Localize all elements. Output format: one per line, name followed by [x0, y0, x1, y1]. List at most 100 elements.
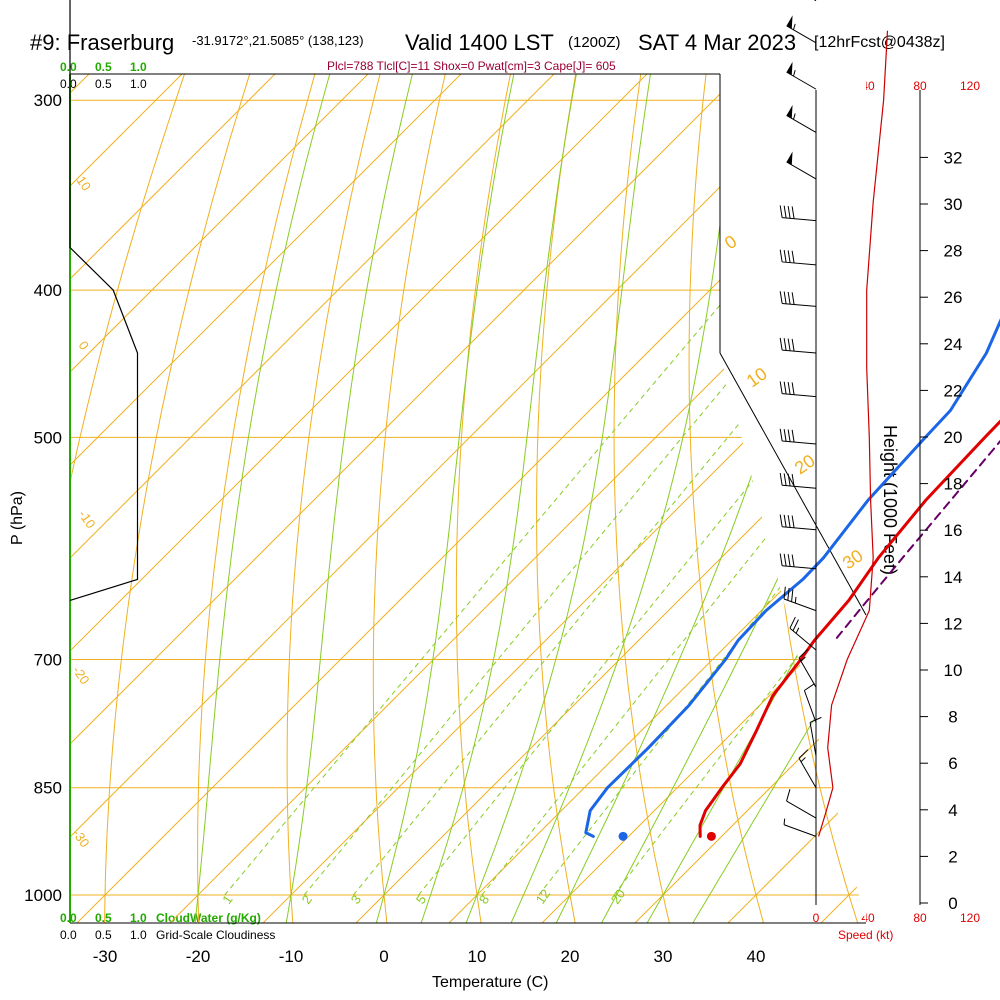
mixing-ratio-line [224, 289, 734, 896]
cloudiness-tick-top-0: 0.0 [60, 77, 77, 91]
cloudwater-tick-top-2: 1.0 [130, 60, 147, 74]
pressure-tick-label: 700 [34, 651, 62, 670]
forecast-label: [12hrFcst@0438z] [814, 34, 945, 51]
height-tick-label: 0 [948, 894, 957, 913]
wind-panel-background [720, 74, 866, 923]
pressure-tick-label: 500 [34, 428, 62, 447]
wind-barb [786, 151, 817, 180]
cloudiness-tick-bottom-2: 1.0 [130, 928, 147, 942]
temperature-tick-label: -10 [279, 947, 304, 966]
height-tick-label: 32 [944, 148, 963, 167]
wind-barb [809, 716, 822, 756]
height-tick-label: 30 [944, 195, 963, 214]
dry-adiabat-line [286, 74, 381, 923]
cloudiness-profile-line [69, 0, 139, 601]
isotherm-line [70, 74, 555, 559]
pressure-tick-label: 400 [34, 281, 62, 300]
speed-tick-top-120: 120 [960, 79, 980, 93]
dry-adiabat-line [372, 74, 446, 923]
pressure-tick-label: 1000 [24, 886, 62, 905]
temperature-tick-label: 10 [468, 947, 487, 966]
height-tick-label: 10 [944, 661, 963, 680]
x-axis-title: Temperature (C) [432, 974, 548, 991]
surface-dewpoint-dot [618, 831, 628, 841]
speed-axis-label: Speed (kt) [838, 928, 893, 942]
height-tick-label: 14 [944, 568, 963, 587]
wind-barb [803, 683, 817, 723]
mixing-ratio-line [538, 478, 866, 896]
dry-adiabat-line [967, 0, 1000, 927]
moist-adiabat-line [375, 74, 515, 923]
wind-barb [779, 428, 817, 445]
cloudwater-tick-top-0: 0.0 [60, 60, 77, 74]
pressure-tick-label: 850 [34, 779, 62, 798]
stability-params: Plcl=788 Tlcl[C]=11 Shox=0 Pwat[cm]=3 Ca… [327, 59, 616, 73]
mixing-ratio-label: 20 [608, 886, 629, 906]
height-tick-label: 12 [944, 614, 963, 633]
dry-adiabat-label: -30 [70, 826, 93, 850]
moist-adiabat-line [510, 74, 741, 923]
wind-barb [783, 818, 817, 837]
dry-adiabat-line [613, 74, 670, 923]
isotherm-line [541, 598, 866, 923]
temperature-tick-label: -20 [186, 947, 211, 966]
speed-tick-bottom-120: 120 [960, 911, 980, 925]
speed-tick-bottom-0: 0 [813, 911, 820, 925]
dry-adiabat-line [197, 74, 316, 923]
height-tick-label: 2 [948, 847, 957, 866]
wind-barb [813, 0, 817, 2]
isotherm-line [169, 226, 866, 923]
frame-slant [719, 352, 867, 616]
surface-temperature-dot [706, 831, 716, 841]
height-tick-label: 6 [948, 754, 957, 773]
chart-frame [69, 73, 867, 924]
mixing-ratio-label: 2 [299, 892, 315, 907]
cloudiness-tick-top-1: 0.5 [95, 77, 112, 91]
height-tick-label: 16 [944, 521, 963, 540]
mixing-ratio-line [613, 567, 866, 896]
wind-barb [779, 205, 817, 222]
speed-tick-top-80: 80 [913, 79, 927, 93]
pressure-tick-label: 300 [34, 91, 62, 110]
isotherm-line [70, 74, 369, 373]
station-title: #9: Fraserburg [30, 30, 174, 55]
wind-barb [779, 472, 817, 489]
isotherm-line [0, 0, 24, 927]
wind-barb [779, 553, 817, 570]
cloud-scales: 0.0 0.5 1.0 0.0 0.5 1.0 0.0 0.5 1.0 Clou… [60, 60, 275, 942]
moist-adiabat-line [285, 74, 413, 923]
wind-barb [783, 586, 817, 612]
wind-barb [798, 749, 817, 788]
dry-adiabat-line [70, 74, 186, 485]
valid-time: Valid 1400 LST [405, 30, 554, 55]
temperature-tick-label: -30 [93, 947, 118, 966]
isotherm-line [634, 691, 866, 923]
mixing-ratio-label: 3 [348, 892, 364, 907]
date-label: SAT 4 Mar 2023 [638, 30, 796, 55]
height-tick-label: 8 [948, 708, 957, 727]
isotherm-line [70, 74, 276, 280]
wind-speed-line [818, 30, 889, 837]
height-tick-label: 28 [944, 242, 963, 261]
isotherm-line [70, 74, 462, 466]
mixing-ratio-label: 5 [413, 892, 429, 907]
wind-barb [786, 61, 817, 90]
cloudwater-tick-top-1: 0.5 [95, 60, 112, 74]
cloudiness-tick-bottom-0: 0.0 [60, 928, 77, 942]
temperature-tick-label: 40 [747, 947, 766, 966]
cloudiness-label: Grid-Scale Cloudiness [156, 928, 275, 942]
cloudiness-tick-top-2: 1.0 [130, 77, 147, 91]
speed-tick-bottom-80: 80 [913, 911, 927, 925]
isotherm-line [910, 0, 1000, 927]
moist-adiabat-line [692, 630, 866, 923]
wind-barb [779, 514, 817, 531]
parcel-line [833, 439, 1000, 642]
moist-adiabat-line [465, 74, 652, 923]
isotherm-line [76, 133, 866, 923]
height-tick-label: 20 [944, 428, 963, 447]
isotherm-line [70, 74, 741, 745]
moist-adiabat-line [601, 379, 866, 923]
zulu-time: (1200Z) [568, 34, 621, 51]
dry-adiabat-label: -10 [76, 507, 99, 531]
wind-barb [786, 15, 817, 44]
